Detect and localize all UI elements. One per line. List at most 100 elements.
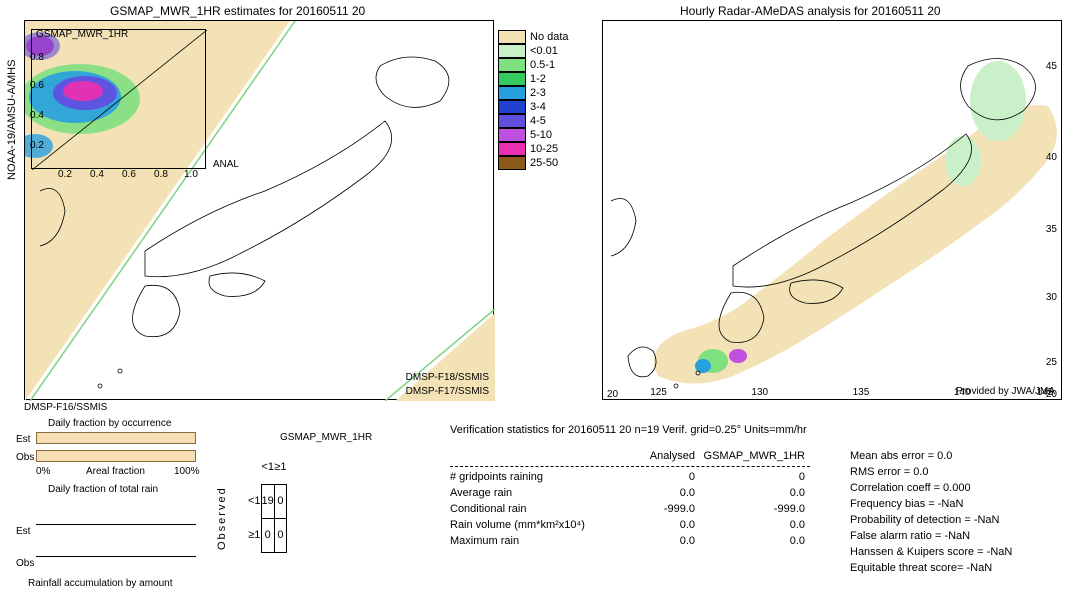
legend-row: 5-10 — [498, 128, 569, 142]
ct-row2: ≥1 — [248, 518, 261, 552]
left-map-title: GSMAP_MWR_1HR estimates for 20160511 20 — [110, 4, 365, 18]
ax1: Areal fraction — [86, 466, 145, 477]
ct-col1: <1 — [261, 450, 274, 484]
verif-h2: GSMAP_MWR_1HR — [695, 448, 805, 464]
legend-row: 1-2 — [498, 72, 569, 86]
verif-val-analysed: 0.0 — [625, 533, 695, 549]
right-ytick: 45 — [1046, 61, 1057, 72]
right-ytick: 20 — [1046, 389, 1057, 400]
fr-acc-title: Rainfall accumulation by amount — [28, 578, 173, 589]
right-ytick: 35 — [1046, 224, 1057, 235]
ct-cell: 19 — [261, 484, 274, 518]
fr-tot-title: Daily fraction of total rain — [48, 484, 158, 495]
verif-key: # gridpoints raining — [450, 469, 625, 485]
score-line: Mean abs error = 0.0 — [850, 448, 1012, 464]
verif-val-estimate: 0.0 — [695, 533, 805, 549]
legend-label: 25-50 — [530, 157, 558, 169]
legend-swatch — [498, 142, 526, 156]
ct-row1: <1 — [248, 484, 261, 518]
fr-obs-bar — [36, 450, 196, 462]
right-ytick: 25 — [1046, 357, 1057, 368]
legend-label: 3-4 — [530, 101, 546, 113]
legend-label: 1-2 — [530, 73, 546, 85]
score-line: False alarm ratio = -NaN — [850, 528, 1012, 544]
contingency-table: <1 ≥1 <1 19 0 ≥1 0 0 — [248, 450, 287, 553]
left-bottom-lbl-2: DMSP-F17/SSMIS — [406, 386, 489, 397]
inset-xtick: 1.0 — [184, 169, 198, 180]
verif-key: Conditional rain — [450, 501, 625, 517]
ax2: 100% — [174, 466, 200, 477]
legend-swatch — [498, 114, 526, 128]
legend-swatch — [498, 100, 526, 114]
legend-row: 10-25 — [498, 142, 569, 156]
legend-swatch — [498, 128, 526, 142]
score-line: Equitable threat score= -NaN — [850, 560, 1012, 576]
legend-swatch — [498, 30, 526, 44]
ct-cell: 0 — [274, 518, 286, 552]
fr-est-bar — [36, 432, 196, 444]
verif-val-estimate: 0.0 — [695, 517, 805, 533]
right-ytick: 40 — [1046, 152, 1057, 163]
legend-label: 10-25 — [530, 143, 558, 155]
verif-row: Conditional rain-999.0-999.0 — [450, 501, 810, 517]
legend-swatch — [498, 44, 526, 58]
ct-col2: ≥1 — [274, 450, 286, 484]
ax0: 0% — [36, 466, 50, 477]
verif-key: Average rain — [450, 485, 625, 501]
right-ytick-left: 20 — [607, 389, 618, 400]
right-xtick: 135 — [853, 387, 870, 398]
ct-cell: 0 — [274, 484, 286, 518]
verif-val-analysed: -999.0 — [625, 501, 695, 517]
legend-row: 25-50 — [498, 156, 569, 170]
score-line: Probability of detection = -NaN — [850, 512, 1012, 528]
fr-obs2: Obs — [16, 558, 34, 569]
legend-row: 4-5 — [498, 114, 569, 128]
left-bottom-lbl-1: DMSP-F18/SSMIS — [406, 372, 489, 383]
left-map-box: GSMAP_MWR_1HR ANAL 0.2 0.4 0.6 0.8 1.0 0… — [24, 20, 494, 400]
score-line: Hanssen & Kuipers score = -NaN — [850, 544, 1012, 560]
left-map-ylabel: NOAA-19/AMSU-A/MHS — [6, 40, 18, 180]
legend-row: 3-4 — [498, 100, 569, 114]
legend-swatch — [498, 58, 526, 72]
verif-h1: Analysed — [625, 448, 695, 464]
legend-swatch — [498, 156, 526, 170]
inset-xtick: 0.4 — [90, 169, 104, 180]
inset-ytick: 0.6 — [30, 80, 44, 91]
ct-title: GSMAP_MWR_1HR — [280, 432, 372, 443]
legend-label: 2-3 — [530, 87, 546, 99]
inset-xtick: 0.2 — [58, 169, 72, 180]
left-inset-box: GSMAP_MWR_1HR ANAL 0.2 0.4 0.6 0.8 1.0 0… — [31, 29, 206, 169]
verif-row: Average rain0.00.0 — [450, 485, 810, 501]
fr-est: Est — [16, 434, 30, 445]
inset-xtick: 0.6 — [122, 169, 136, 180]
score-line: RMS error = 0.0 — [850, 464, 1012, 480]
left-below-label: DMSP-F16/SSMIS — [24, 402, 107, 413]
verif-val-analysed: 0 — [625, 469, 695, 485]
verif-key: Maximum rain — [450, 533, 625, 549]
color-legend: No data<0.010.5-11-2 2-3 3-4 4-5 5-10 10-25 25… — [498, 30, 569, 170]
score-line: Correlation coeff = 0.000 — [850, 480, 1012, 496]
legend-label: No data — [530, 31, 569, 43]
verif-val-estimate: 0 — [695, 469, 805, 485]
score-line: Frequency bias = -NaN — [850, 496, 1012, 512]
verif-table: Analysed GSMAP_MWR_1HR # gridpoints rain… — [450, 448, 810, 549]
verif-row: Rain volume (mm*km²x10⁴)0.00.0 — [450, 517, 810, 533]
legend-label: 4-5 — [530, 115, 546, 127]
legend-swatch — [498, 86, 526, 100]
right-xtick: 130 — [751, 387, 768, 398]
verif-val-estimate: -999.0 — [695, 501, 805, 517]
legend-label: 5-10 — [530, 129, 552, 141]
ct-cell: 0 — [261, 518, 274, 552]
inset-ytick: 0.8 — [30, 52, 44, 63]
inset-ytick: 0.2 — [30, 140, 44, 151]
legend-row: <0.01 — [498, 44, 569, 58]
legend-row: 0.5-1 — [498, 58, 569, 72]
fr-obs: Obs — [16, 452, 34, 463]
right-map-box: Provided by JWA/JMA 125130135140145 4540… — [602, 20, 1062, 400]
right-xtick: 140 — [954, 387, 971, 398]
verif-val-estimate: 0.0 — [695, 485, 805, 501]
right-map-svg — [603, 21, 1063, 401]
fr-occ-title: Daily fraction by occurrence — [48, 418, 171, 429]
inset-xtick: 0.8 — [154, 169, 168, 180]
right-ytick: 30 — [1046, 292, 1057, 303]
